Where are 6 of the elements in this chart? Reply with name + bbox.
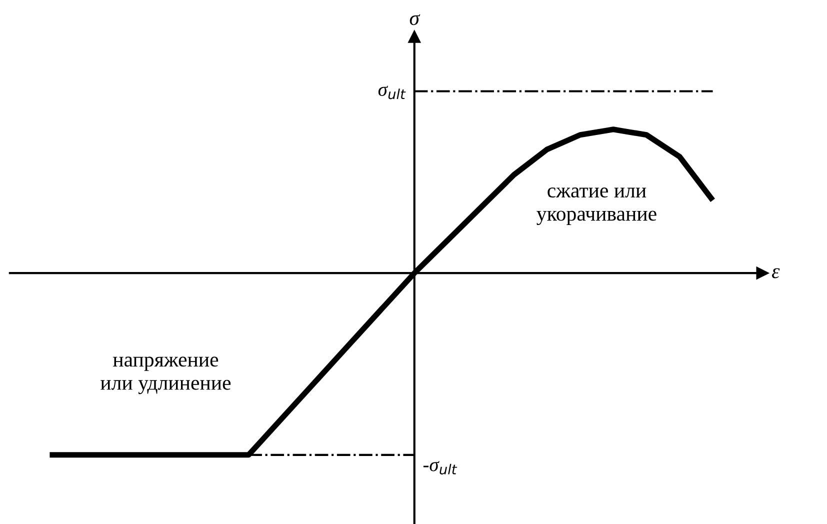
- annotation: сжатие или укорачивание: [536, 188, 656, 226]
- annotation: напряжение или удлинение: [100, 356, 231, 394]
- ref-line-label: -σ$_{ult}$: [423, 461, 458, 474]
- x-axis-title: ε: [772, 268, 780, 278]
- ref-line-label: σ$_{ult}$: [378, 86, 406, 100]
- text: σ: [410, 14, 420, 26]
